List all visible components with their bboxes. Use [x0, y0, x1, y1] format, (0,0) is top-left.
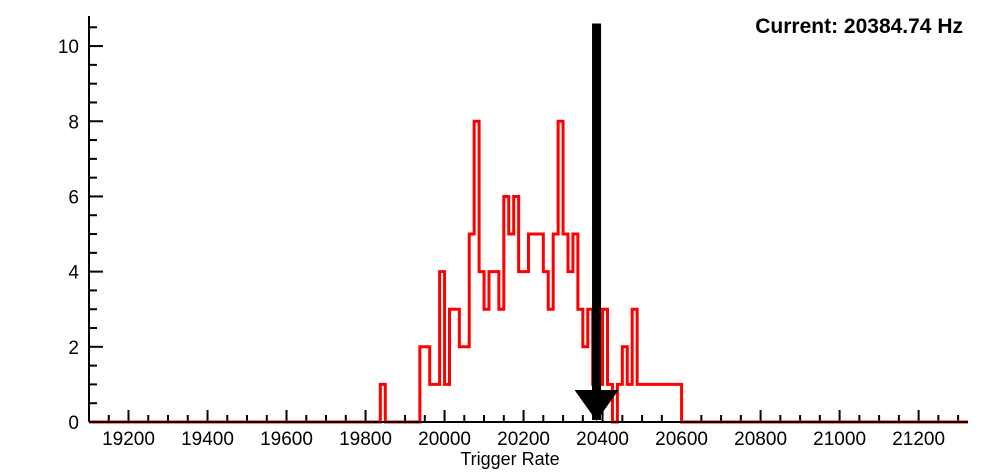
x-tick-label: 19400 — [181, 429, 234, 450]
x-axis-title: Trigger Rate — [460, 449, 559, 469]
x-tick-label: 19600 — [260, 429, 313, 450]
x-tick-label: 19200 — [102, 429, 155, 450]
x-tick-label: 20400 — [576, 429, 629, 450]
y-tick-label: 2 — [68, 338, 79, 359]
y-tick-label: 8 — [68, 112, 79, 133]
y-tick-label: 10 — [58, 37, 79, 58]
current-rate-readout: Current: 20384.74 Hz — [755, 15, 963, 38]
x-tick-label: 20200 — [497, 429, 550, 450]
x-tick-label: 20800 — [734, 429, 787, 450]
histogram-outline — [89, 119, 968, 424]
y-axis-tick-labels: 0 2 4 6 8 10 — [58, 37, 80, 434]
x-axis-tick-labels: 19200 19400 19600 19800 20000 20200 20400 20600… — [102, 429, 945, 450]
x-tick-label: 21000 — [813, 429, 866, 450]
x-tick-label: 21200 — [892, 429, 945, 450]
marker-arrowhead — [574, 390, 619, 421]
x-axis-major-ticks — [127, 410, 920, 422]
y-tick-label: 4 — [68, 263, 79, 284]
y-axis-minor-ticks — [89, 26, 97, 405]
x-tick-label: 19800 — [339, 429, 392, 450]
x-tick-label: 20600 — [655, 429, 708, 450]
current-rate-marker — [574, 23, 619, 421]
x-tick-label: 20000 — [418, 429, 471, 450]
y-tick-label: 6 — [68, 187, 79, 208]
y-tick-label: 0 — [68, 413, 79, 434]
